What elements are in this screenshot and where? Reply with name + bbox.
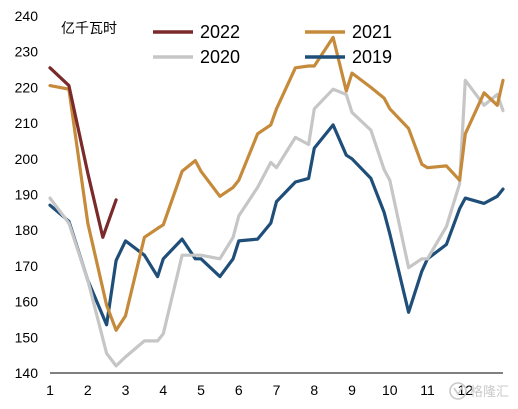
x-tick-label: 9 [348, 382, 356, 398]
y-tick-label: 140 [15, 365, 39, 381]
y-tick-label: 170 [15, 258, 39, 274]
legend-label-2020: 2020 [200, 47, 240, 67]
series-layer [48, 35, 505, 368]
x-tick-label: 8 [310, 382, 318, 398]
y-tick-label: 150 [15, 329, 39, 345]
x-tick-label: 4 [159, 382, 167, 398]
watermark-logo-mark [453, 385, 464, 396]
y-unit-label: 亿千瓦时 [61, 21, 117, 37]
x-tick-label: 2 [84, 382, 92, 398]
y-tick-label: 230 [15, 44, 39, 60]
legend: 2022 2021 2020 2019 [153, 22, 392, 67]
x-tick-label: 5 [197, 382, 205, 398]
legend-label-2021: 2021 [352, 22, 392, 42]
y-tick-label: 240 [15, 8, 39, 24]
x-tick-label: 10 [382, 382, 398, 398]
x-tick-label: 11 [420, 382, 435, 398]
watermark-text: 格隆汇 [470, 384, 509, 400]
series-line-2019 [48, 123, 505, 327]
x-tick-label: 3 [122, 382, 130, 398]
watermark-logo-icon [449, 382, 467, 400]
x-tick-label: 1 [46, 382, 54, 398]
y-tick-label: 200 [15, 151, 39, 167]
series-line-2021 [48, 35, 505, 332]
y-tick-label: 180 [15, 222, 39, 238]
axes: 140 150 160 170 180 190 200 210 220 230 240 1 2 3 4 5 6 7… [15, 8, 503, 398]
x-tick-label: 7 [273, 382, 281, 398]
series-line-2020 [48, 78, 505, 368]
watermark: 格隆汇 [449, 382, 509, 400]
y-tick-label: 220 [15, 79, 39, 95]
y-tick-label: 190 [15, 187, 39, 203]
legend-label-2022: 2022 [200, 22, 240, 42]
x-tick-label: 6 [235, 382, 243, 398]
series-line-2022 [48, 66, 118, 239]
y-tick-label: 210 [15, 115, 39, 131]
legend-label-2019: 2019 [352, 47, 392, 67]
y-tick-label: 160 [15, 294, 39, 310]
